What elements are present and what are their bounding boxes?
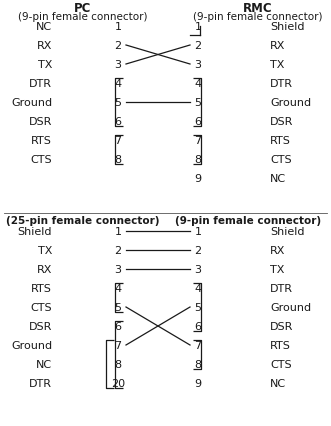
Text: 8: 8	[194, 359, 202, 369]
Text: 20: 20	[111, 378, 125, 388]
Text: 2: 2	[194, 245, 202, 256]
Text: 6: 6	[195, 117, 202, 127]
Text: Shield: Shield	[270, 227, 305, 236]
Text: DSR: DSR	[28, 117, 52, 127]
Text: 2: 2	[115, 245, 121, 256]
Text: NC: NC	[270, 378, 286, 388]
Text: TX: TX	[270, 265, 284, 274]
Text: 1: 1	[115, 227, 121, 236]
Text: NC: NC	[36, 359, 52, 369]
Text: DSR: DSR	[270, 117, 293, 127]
Text: 9: 9	[194, 173, 202, 184]
Text: 1: 1	[195, 227, 202, 236]
Text: Ground: Ground	[270, 302, 311, 312]
Text: 8: 8	[115, 359, 121, 369]
Text: TX: TX	[38, 245, 52, 256]
Text: 4: 4	[115, 283, 121, 294]
Text: 7: 7	[194, 136, 202, 146]
Text: 1: 1	[195, 22, 202, 32]
Text: 6: 6	[115, 321, 121, 331]
Text: 5: 5	[115, 302, 121, 312]
Text: 2: 2	[115, 41, 121, 51]
Text: RTS: RTS	[270, 136, 291, 146]
Text: 4: 4	[194, 283, 202, 294]
Text: 9: 9	[194, 378, 202, 388]
Text: NC: NC	[36, 22, 52, 32]
Text: 3: 3	[195, 265, 202, 274]
Text: RX: RX	[270, 41, 285, 51]
Text: NC: NC	[270, 173, 286, 184]
Text: 6: 6	[115, 117, 121, 127]
Text: 3: 3	[115, 265, 121, 274]
Text: RX: RX	[37, 265, 52, 274]
Text: RTS: RTS	[31, 283, 52, 294]
Text: DTR: DTR	[29, 79, 52, 89]
Text: RTS: RTS	[270, 340, 291, 350]
Text: Shield: Shield	[270, 22, 305, 32]
Text: 4: 4	[194, 79, 202, 89]
Text: Ground: Ground	[11, 340, 52, 350]
Text: Ground: Ground	[11, 98, 52, 108]
Text: 5: 5	[115, 98, 121, 108]
Text: RX: RX	[37, 41, 52, 51]
Text: 8: 8	[194, 155, 202, 164]
Text: 7: 7	[115, 340, 121, 350]
Text: (9-pin female connector): (9-pin female connector)	[18, 12, 148, 22]
Text: RMC: RMC	[243, 2, 273, 15]
Text: Shield: Shield	[18, 227, 52, 236]
Text: 1: 1	[115, 22, 121, 32]
Text: (9-pin female connector): (9-pin female connector)	[175, 216, 321, 225]
Text: (25-pin female connector): (25-pin female connector)	[6, 216, 160, 225]
Text: 5: 5	[195, 98, 202, 108]
Text: TX: TX	[270, 60, 284, 70]
Text: CTS: CTS	[30, 155, 52, 164]
Text: DTR: DTR	[270, 283, 293, 294]
Text: 8: 8	[115, 155, 121, 164]
Text: (9-pin female connector): (9-pin female connector)	[193, 12, 323, 22]
Text: TX: TX	[38, 60, 52, 70]
Text: CTS: CTS	[270, 359, 292, 369]
Text: 7: 7	[194, 340, 202, 350]
Text: DTR: DTR	[29, 378, 52, 388]
Text: 6: 6	[195, 321, 202, 331]
Text: 2: 2	[194, 41, 202, 51]
Text: CTS: CTS	[270, 155, 292, 164]
Text: DSR: DSR	[270, 321, 293, 331]
Text: RTS: RTS	[31, 136, 52, 146]
Text: 5: 5	[195, 302, 202, 312]
Text: DSR: DSR	[28, 321, 52, 331]
Text: RX: RX	[270, 245, 285, 256]
Text: PC: PC	[74, 2, 92, 15]
Text: 7: 7	[115, 136, 121, 146]
Text: Ground: Ground	[270, 98, 311, 108]
Text: CTS: CTS	[30, 302, 52, 312]
Text: 3: 3	[115, 60, 121, 70]
Text: 3: 3	[195, 60, 202, 70]
Text: 4: 4	[115, 79, 121, 89]
Text: DTR: DTR	[270, 79, 293, 89]
